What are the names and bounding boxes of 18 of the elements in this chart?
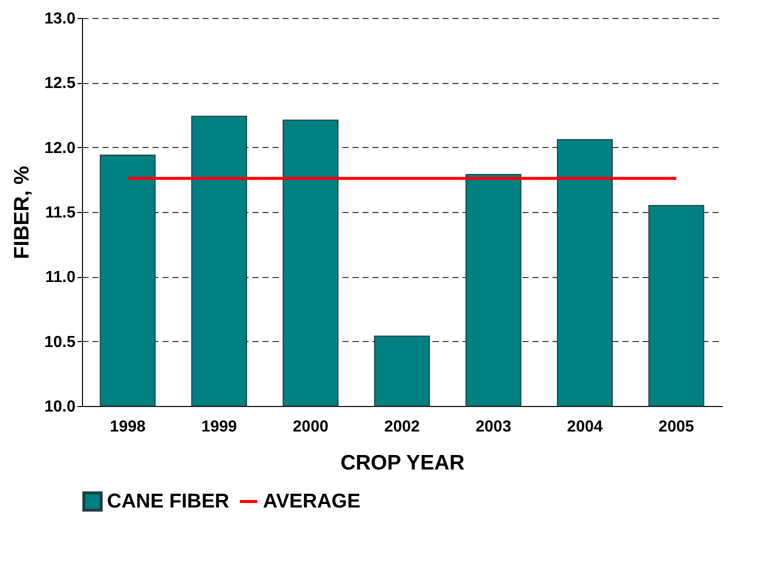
y-tick-label: 11.0 (45, 269, 76, 286)
y-tick-label: 12.0 (44, 140, 76, 157)
x-tick-label: 2003 (476, 418, 512, 436)
legend-label: CANE FIBER (107, 490, 230, 512)
y-tick-label: 10.5 (44, 334, 76, 351)
legend-label: AVERAGE (263, 490, 360, 512)
y-tick-label: 10.0 (44, 398, 76, 416)
x-tick-label: 1998 (110, 418, 146, 436)
x-tick-label: 2004 (567, 418, 603, 436)
x-tick-label: 2000 (292, 418, 328, 436)
y-tick-label: 13.0 (44, 10, 76, 28)
x-tick-label: 2002 (384, 418, 420, 436)
y-axis-title: FIBER, % (10, 166, 34, 260)
x-tick-label: 1999 (201, 418, 238, 436)
y-tick-label: 11.5 (45, 204, 76, 222)
x-axis-title: CROP YEAR (340, 452, 465, 474)
y-tick-label: 12.5 (44, 75, 76, 92)
x-tick-label: 2005 (658, 418, 694, 436)
